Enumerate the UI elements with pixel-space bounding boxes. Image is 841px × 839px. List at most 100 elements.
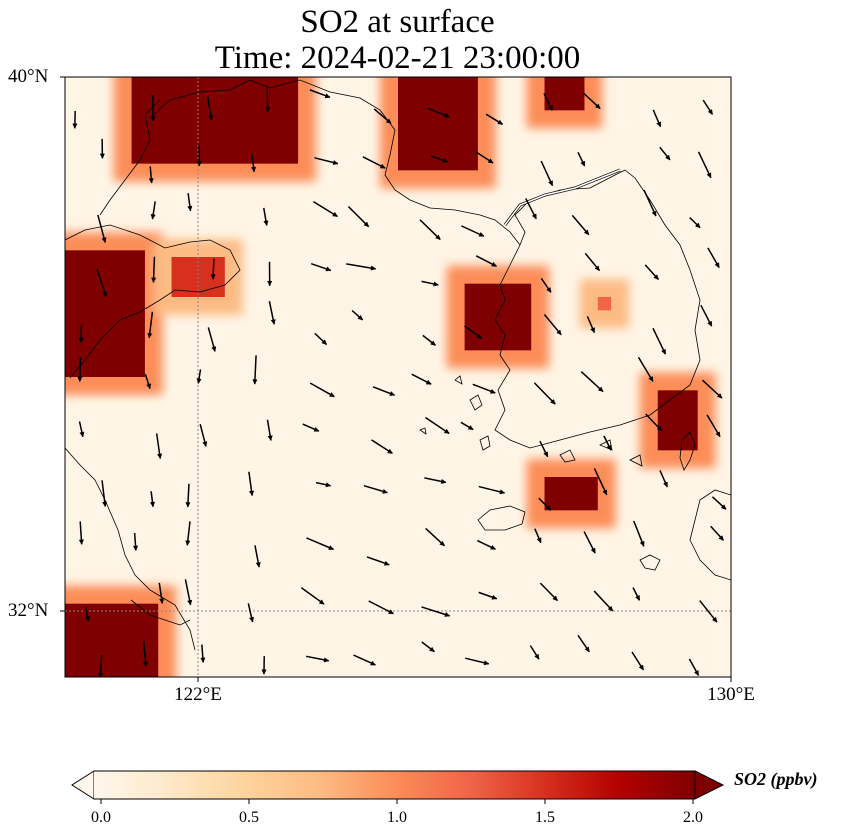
wind-arrow [659,146,671,161]
colorbar-bar [94,771,695,799]
wind-arrow [427,107,451,118]
wind-arrow [347,206,370,228]
wind-arrow [577,152,586,167]
wind-arrow [97,654,104,677]
colorbar [71,770,725,804]
colorbar-extend-max [694,770,725,800]
colorbar-tick-2: 1.0 [387,809,407,826]
wind-arrow [254,545,261,568]
wind-arrow [353,654,377,666]
jeju-island [477,505,526,531]
wind-arrow [314,157,339,165]
wind-arrow [461,225,485,237]
wind-arrow [252,355,258,385]
wind-arrow [652,109,662,128]
wind-arrow [263,207,269,227]
wind-arrow [540,160,554,187]
wind-arrow [78,421,85,438]
wind-arrow [701,379,723,399]
wind-arrow [72,110,78,129]
wind-arrow [184,579,193,606]
wind-arrow [84,607,91,622]
wind-arrow [302,423,320,432]
wind-arrow [210,258,216,280]
wind-arrow [305,655,330,663]
wind-arrow [78,521,84,545]
border-nk-china-inner [504,169,621,226]
wind-arrow [688,658,700,676]
wind-arrow [460,421,474,431]
colorbar-tick-0: 0.0 [91,809,111,826]
wind-arrow [421,280,439,287]
wind-arrow [267,261,273,287]
colorbar-tick-3: 1.5 [535,809,555,826]
lat-tick-40N: 40°N [8,66,49,87]
wind-arrow [147,311,154,339]
wind-arrow [711,496,727,510]
wind-arrow [478,591,498,600]
wind-arrow [268,301,276,325]
wind-arrow [196,145,202,167]
wind-arrow [187,193,193,212]
wind-arrow [643,189,657,217]
wind-arrow [421,606,451,617]
tsushima [679,431,696,471]
wind-arrow [702,99,714,115]
wind-arrow [472,383,496,394]
wind-arrow [419,219,441,241]
wind-arrow [309,89,331,99]
wind-arrow [185,521,191,546]
wind-arrow [373,108,392,125]
wind-arrow [366,556,390,566]
wind-arrow [155,433,163,460]
wind-arrow [644,264,660,281]
wind-arrow [144,373,152,390]
wind-arrow [368,600,395,615]
so2-hotspot-3 [65,250,145,377]
map-title: SO2 at surface [300,4,495,40]
wind-arrow [475,151,494,164]
wind-arrow [529,645,540,660]
wind-arrow [206,96,214,121]
wind-arrow [346,263,377,271]
wind-arrow [632,587,641,601]
wind-arrow [582,92,601,110]
wind-arrow [700,304,713,327]
kyushu-small [639,554,661,571]
wind-arrow [148,166,154,184]
wind-arrow [645,413,663,432]
wind-arrow [185,483,191,508]
so2-hotspot-0 [131,77,299,164]
wind-arrow [150,201,156,220]
wind-arrow [631,651,645,671]
coast-bohai-north [149,79,521,246]
wind-arrow [309,382,335,398]
wind-arrow [689,217,701,229]
wind-arrow [96,268,107,298]
wind-arrow [571,214,590,236]
so2-hotspot-9 [597,297,612,311]
wind-arrow [465,657,490,666]
wind-arrow [300,587,325,605]
wind-arrow [584,252,601,272]
wind-arrow [476,539,497,550]
wind-arrow [539,440,549,458]
wind-arrow [362,156,386,169]
wind-arrow [697,151,712,179]
wind-arrow [586,316,596,334]
wind-arrow [150,94,156,122]
wind-arrow [534,528,542,544]
wind-arrow [593,468,608,496]
colorbar-tick-1: 0.5 [239,809,259,826]
coast-jiangsu [65,447,196,651]
wind-arrow [533,382,556,405]
wind-arrow [580,371,604,393]
wind-arrow [706,414,721,438]
wind-arrow [151,256,157,283]
yangtze-mouth [130,599,191,626]
wind-arrow [266,419,273,442]
colorbar-extend-min [71,770,95,800]
wind-arrow [699,600,718,623]
wind-arrow [710,525,725,541]
so2-hotspot-5 [464,283,532,351]
